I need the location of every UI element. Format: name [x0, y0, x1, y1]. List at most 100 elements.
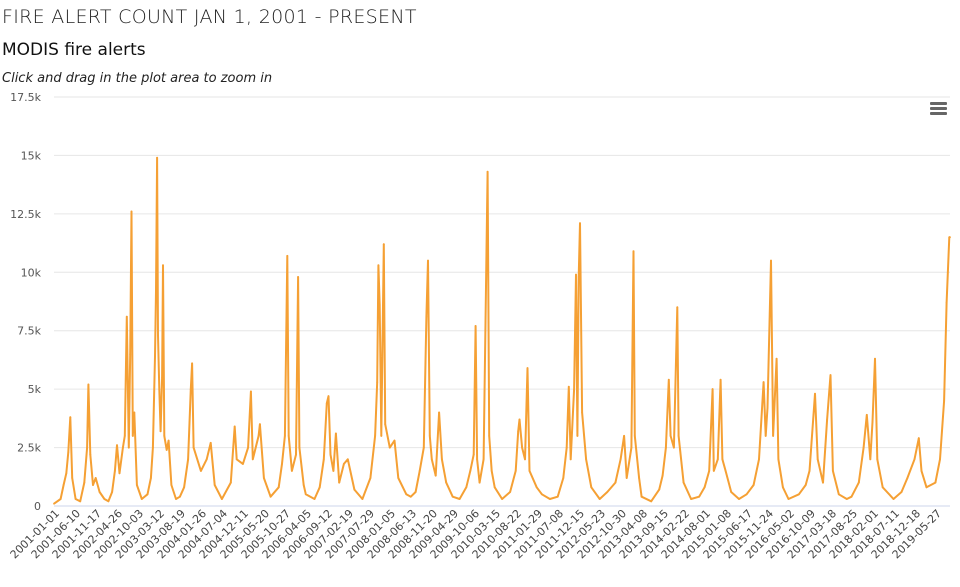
data-point[interactable]: [277, 486, 280, 489]
data-point[interactable]: [712, 470, 715, 472]
data-point[interactable]: [313, 498, 316, 500]
data-point[interactable]: [384, 423, 387, 426]
data-point[interactable]: [787, 498, 790, 500]
data-point[interactable]: [528, 470, 531, 472]
data-point[interactable]: [157, 334, 159, 337]
data-point[interactable]: [329, 453, 332, 456]
data-point[interactable]: [74, 498, 77, 500]
data-point[interactable]: [925, 486, 928, 489]
data-point[interactable]: [521, 446, 523, 449]
data-point[interactable]: [242, 463, 244, 465]
data-point[interactable]: [369, 477, 372, 479]
data-point[interactable]: [881, 486, 884, 489]
data-point[interactable]: [514, 470, 517, 472]
data-point[interactable]: [777, 458, 780, 461]
data-point[interactable]: [287, 435, 290, 437]
data-point[interactable]: [263, 477, 265, 479]
data-point[interactable]: [62, 484, 65, 486]
data-point[interactable]: [269, 495, 272, 498]
data-point[interactable]: [123, 435, 126, 437]
data-point[interactable]: [374, 435, 376, 437]
series-layer[interactable]: [53, 156, 951, 505]
data-point[interactable]: [579, 222, 581, 225]
data-point[interactable]: [445, 481, 448, 484]
data-point[interactable]: [79, 500, 82, 503]
data-point[interactable]: [318, 486, 321, 489]
data-point[interactable]: [711, 388, 714, 390]
data-point[interactable]: [541, 493, 543, 496]
data-point[interactable]: [625, 477, 628, 479]
data-point[interactable]: [682, 481, 685, 484]
data-point[interactable]: [650, 500, 653, 503]
data-point[interactable]: [125, 315, 128, 318]
data-point[interactable]: [871, 421, 874, 423]
data-point[interactable]: [573, 388, 575, 390]
data-point[interactable]: [163, 435, 166, 437]
data-point[interactable]: [378, 304, 381, 306]
data-point[interactable]: [140, 498, 143, 500]
data-point[interactable]: [59, 498, 62, 500]
data-point[interactable]: [94, 477, 97, 479]
data-point[interactable]: [409, 495, 412, 498]
data-point[interactable]: [945, 301, 948, 304]
data-point[interactable]: [920, 470, 923, 472]
data-point[interactable]: [250, 390, 252, 393]
data-point[interactable]: [131, 435, 134, 437]
data-point[interactable]: [826, 418, 828, 421]
data-point[interactable]: [127, 446, 130, 449]
data-point[interactable]: [298, 446, 301, 449]
data-point[interactable]: [804, 484, 807, 486]
data-point[interactable]: [152, 446, 154, 449]
data-point[interactable]: [130, 210, 133, 213]
data-point[interactable]: [518, 418, 521, 421]
data-point[interactable]: [150, 477, 152, 479]
data-point[interactable]: [770, 259, 772, 262]
data-point[interactable]: [798, 493, 800, 496]
data-point[interactable]: [632, 250, 635, 253]
hamburger-menu-icon[interactable]: [926, 97, 950, 119]
data-point[interactable]: [832, 470, 834, 472]
data-point[interactable]: [869, 458, 872, 461]
data-point[interactable]: [346, 458, 349, 461]
data-point[interactable]: [205, 458, 208, 461]
data-point[interactable]: [606, 491, 609, 493]
data-point[interactable]: [598, 498, 601, 500]
data-point[interactable]: [556, 495, 559, 498]
data-point[interactable]: [430, 458, 433, 461]
data-point[interactable]: [53, 502, 55, 505]
data-point[interactable]: [874, 357, 876, 360]
data-point[interactable]: [764, 435, 767, 437]
data-point[interactable]: [822, 481, 824, 484]
data-point[interactable]: [900, 491, 903, 493]
data-point[interactable]: [762, 381, 765, 383]
data-point[interactable]: [161, 376, 164, 379]
data-point[interactable]: [428, 435, 431, 437]
data-point[interactable]: [343, 463, 345, 465]
data-point[interactable]: [567, 385, 570, 388]
data-point[interactable]: [170, 484, 173, 486]
data-point[interactable]: [251, 458, 254, 461]
data-point[interactable]: [414, 491, 417, 493]
data-point[interactable]: [585, 458, 587, 461]
data-point[interactable]: [111, 491, 113, 493]
data-point[interactable]: [934, 481, 937, 484]
data-point[interactable]: [569, 458, 572, 461]
data-point[interactable]: [377, 264, 380, 267]
data-point[interactable]: [850, 495, 853, 498]
data-point[interactable]: [191, 362, 194, 365]
data-point[interactable]: [118, 472, 121, 475]
data-point[interactable]: [766, 406, 769, 409]
data-point[interactable]: [122, 446, 124, 449]
data-point[interactable]: [136, 484, 138, 486]
data-point[interactable]: [476, 458, 478, 461]
data-point[interactable]: [213, 484, 216, 486]
data-point[interactable]: [89, 453, 92, 456]
data-point[interactable]: [200, 470, 202, 472]
data-point[interactable]: [284, 435, 286, 437]
data-point[interactable]: [393, 439, 396, 442]
data-point[interactable]: [661, 474, 664, 477]
data-point[interactable]: [517, 430, 520, 433]
data-point[interactable]: [397, 477, 400, 479]
data-point[interactable]: [427, 259, 429, 262]
data-point[interactable]: [490, 470, 493, 472]
